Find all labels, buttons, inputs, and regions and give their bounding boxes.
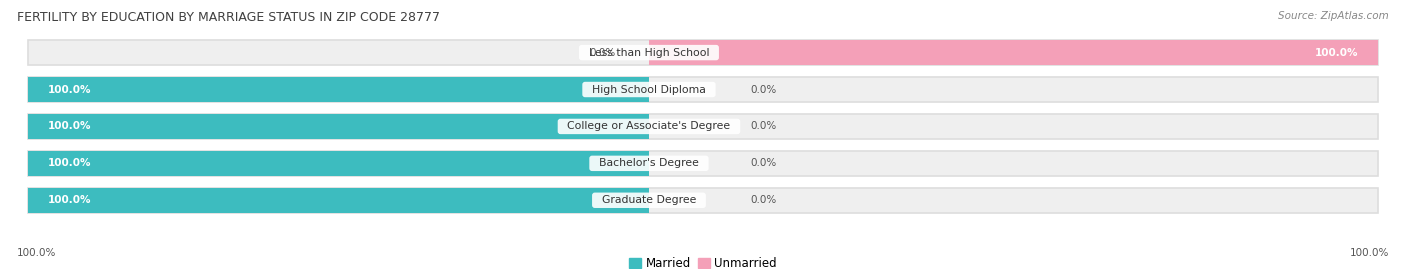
Text: 100.0%: 100.0% xyxy=(1350,248,1389,258)
Text: 100.0%: 100.0% xyxy=(48,158,91,168)
Bar xyxy=(28,151,1378,176)
Text: 0.0%: 0.0% xyxy=(749,195,776,205)
Bar xyxy=(28,40,1378,65)
Text: 100.0%: 100.0% xyxy=(17,248,56,258)
Text: Graduate Degree: Graduate Degree xyxy=(595,195,703,205)
Bar xyxy=(28,114,650,139)
Text: 0.0%: 0.0% xyxy=(749,84,776,94)
Bar xyxy=(28,188,650,213)
Text: College or Associate's Degree: College or Associate's Degree xyxy=(561,121,738,132)
Bar xyxy=(28,77,1378,102)
Text: Source: ZipAtlas.com: Source: ZipAtlas.com xyxy=(1278,11,1389,21)
Text: 100.0%: 100.0% xyxy=(1315,48,1358,58)
Bar xyxy=(28,188,1378,213)
Text: 100.0%: 100.0% xyxy=(48,195,91,205)
Text: 100.0%: 100.0% xyxy=(48,84,91,94)
Text: High School Diploma: High School Diploma xyxy=(585,84,713,94)
Text: Bachelor's Degree: Bachelor's Degree xyxy=(592,158,706,168)
Legend: Married, Unmarried: Married, Unmarried xyxy=(624,253,782,269)
Bar xyxy=(28,77,650,102)
Bar xyxy=(28,114,1378,139)
Text: 0.0%: 0.0% xyxy=(589,48,616,58)
Text: 100.0%: 100.0% xyxy=(48,121,91,132)
Text: 0.0%: 0.0% xyxy=(749,121,776,132)
Bar xyxy=(28,151,650,176)
Text: Less than High School: Less than High School xyxy=(582,48,716,58)
Text: 0.0%: 0.0% xyxy=(749,158,776,168)
Bar xyxy=(650,40,1378,65)
Text: FERTILITY BY EDUCATION BY MARRIAGE STATUS IN ZIP CODE 28777: FERTILITY BY EDUCATION BY MARRIAGE STATU… xyxy=(17,11,440,24)
